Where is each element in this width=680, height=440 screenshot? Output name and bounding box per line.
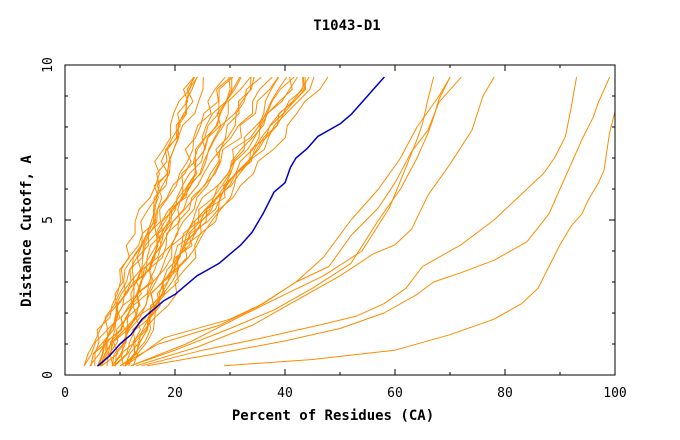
series-band-line (114, 76, 295, 367)
series-outlier-line (130, 76, 434, 367)
series-outlier-line (130, 76, 451, 367)
y-axis-label: Distance Cutoff, A (19, 155, 35, 307)
series-band-line (114, 76, 273, 367)
series-highlight-line (97, 76, 385, 367)
series-outlier-line (141, 76, 577, 367)
plot-lines (83, 76, 616, 367)
series-band-line (111, 76, 298, 367)
series-band-line (90, 76, 226, 367)
series-outlier-line (224, 76, 616, 367)
series-band-line (120, 76, 293, 367)
series-band-line (132, 76, 329, 367)
series-band-line (100, 76, 233, 367)
series-outlier-line (125, 76, 451, 367)
series-band-line (89, 76, 198, 367)
series-band-line (124, 76, 315, 367)
series-outlier-line (147, 76, 610, 367)
series-band-line (101, 76, 251, 367)
series-band-line (120, 76, 279, 367)
x-tick-label: 80 (497, 386, 513, 401)
y-tick-label: 0 (41, 371, 56, 379)
series-band-line (96, 76, 233, 367)
x-tick-label: 20 (167, 386, 183, 401)
x-tick-label: 40 (277, 386, 293, 401)
series-band-line (90, 76, 204, 367)
ticks: 0 20 40 60 80 100 0 5 10 (41, 57, 627, 401)
x-tick-label: 100 (603, 386, 626, 401)
x-tick-label: 60 (387, 386, 403, 401)
series-outlier-line (136, 76, 495, 367)
series-band-line (83, 76, 196, 367)
series-band-line (99, 76, 241, 367)
series-band-line (83, 76, 198, 367)
y-tick-label: 5 (41, 216, 56, 224)
x-tick-label: 0 (61, 386, 69, 401)
x-axis-label: Percent of Residues (CA) (232, 408, 434, 424)
chart-title: T1043-D1 (313, 18, 380, 34)
series-band-line (94, 76, 194, 367)
y-tick-label: 10 (41, 57, 56, 73)
